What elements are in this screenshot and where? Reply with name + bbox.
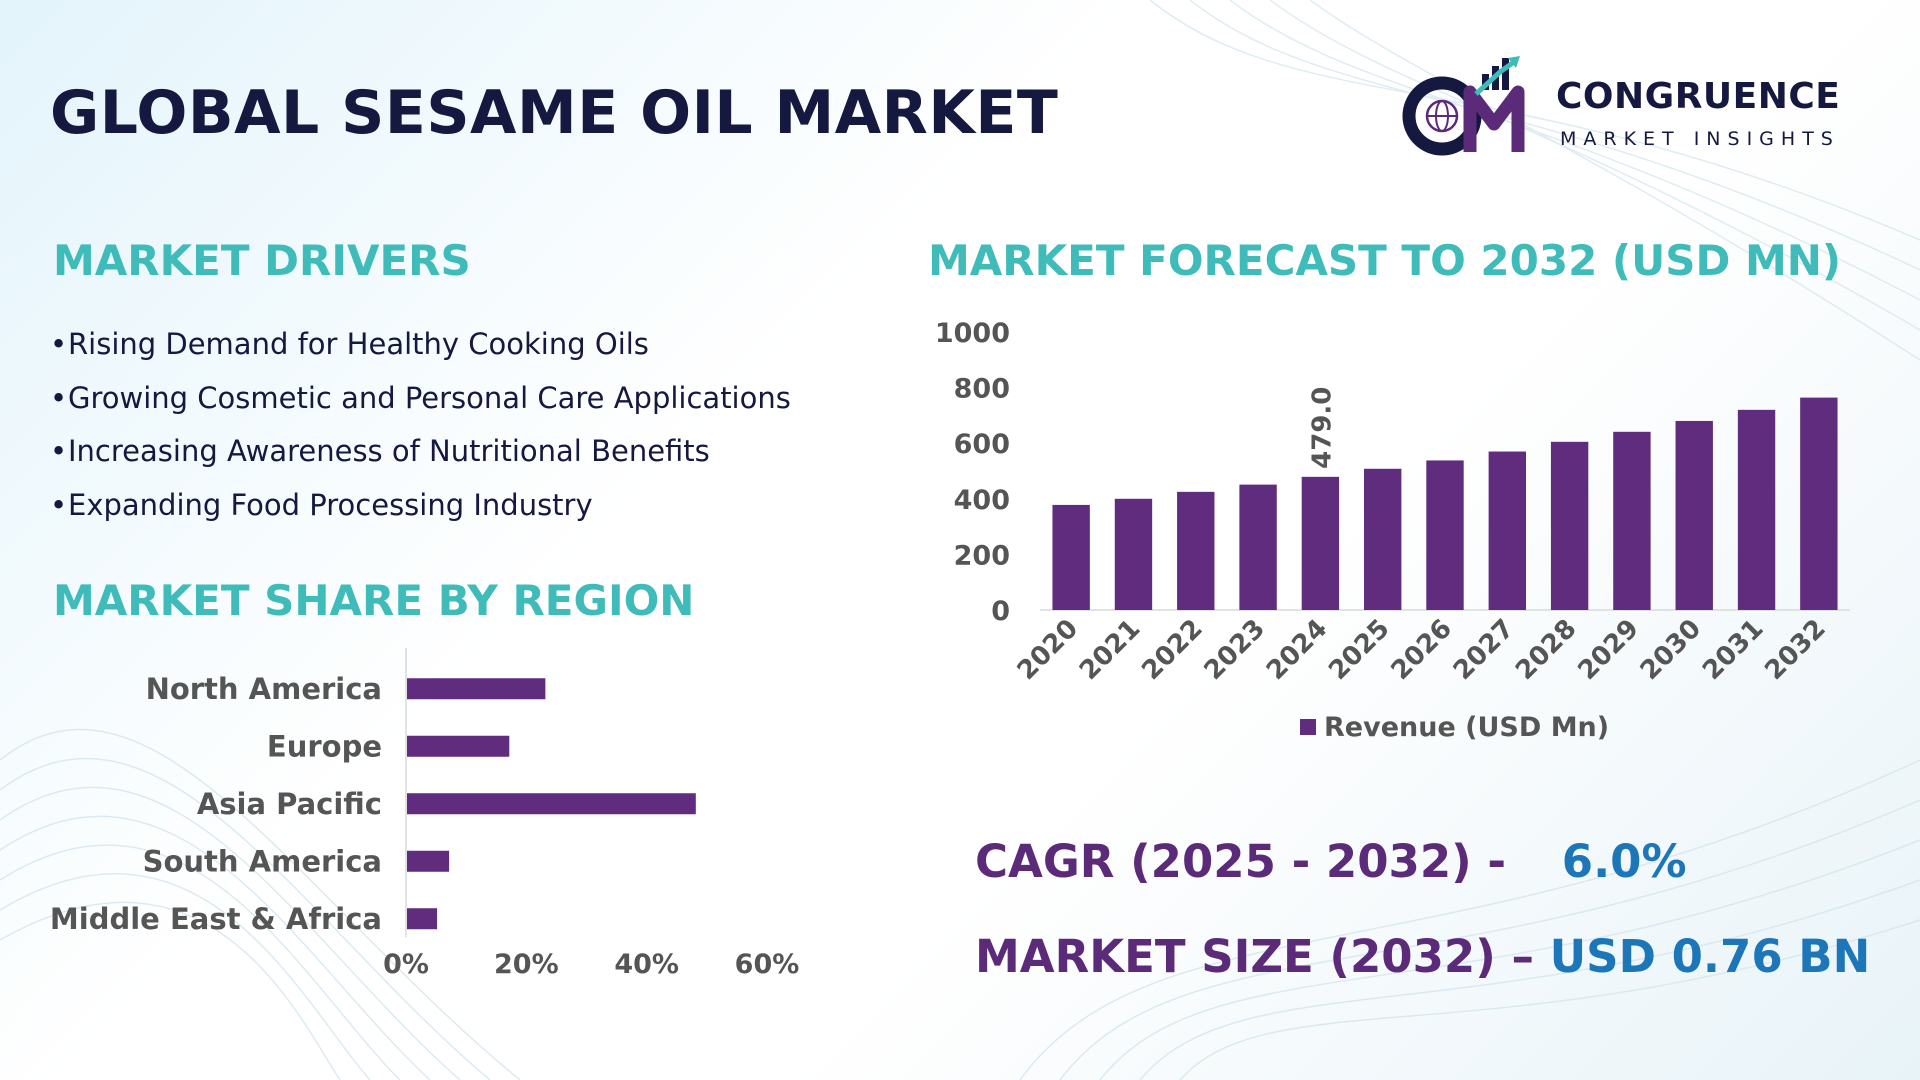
y-tick-label: 0 [991, 596, 1010, 627]
region-title: MARKET SHARE BY REGION [53, 576, 695, 625]
drivers-title: MARKET DRIVERS [53, 236, 471, 285]
forecast-title: MARKET FORECAST TO 2032 (USD MN) [928, 236, 1842, 285]
x-tick-label: 2020 [1012, 614, 1084, 686]
bar-region [407, 793, 696, 815]
x-tick-label: 2028 [1510, 614, 1582, 686]
legend-swatch [1300, 719, 1316, 735]
x-tick-label: 2032 [1759, 614, 1831, 686]
x-tick-label: 2024 [1261, 614, 1333, 686]
cagr-value: 6.0% [1561, 835, 1687, 888]
bar-2029 [1613, 431, 1651, 610]
y-tick-label: 200 [954, 540, 1010, 571]
bar-2028 [1550, 441, 1589, 610]
bar-2031 [1737, 409, 1776, 610]
x-tick-label: 60% [735, 949, 800, 980]
bar-2032 [1800, 397, 1838, 610]
bar-2027 [1488, 451, 1526, 610]
driver-text: Expanding Food Processing Industry [68, 487, 593, 522]
drivers-list: •Rising Demand for Healthy Cooking Oils … [50, 318, 791, 532]
y-tick-label: 600 [954, 429, 1010, 460]
x-tick-label: 2031 [1697, 614, 1769, 686]
x-tick-label: 2026 [1386, 614, 1458, 686]
bar-2030 [1675, 420, 1713, 610]
y-tick-label: 800 [954, 374, 1010, 405]
x-tick-label: 2029 [1572, 614, 1644, 686]
wave-lines-bottom-right [1019, 759, 1920, 1080]
market-size-label: MARKET SIZE (2032) – [975, 930, 1534, 983]
x-tick-label: 20% [494, 949, 559, 980]
x-tick-label: 2027 [1448, 614, 1520, 686]
driver-text: Growing Cosmetic and Personal Care Appli… [68, 380, 791, 415]
y-tick-label: 1000 [935, 318, 1010, 349]
category-label: Middle East & Africa [50, 902, 382, 936]
category-label: South America [143, 844, 382, 878]
data-label: 479.0 [1307, 387, 1337, 469]
bar-2026 [1426, 460, 1464, 610]
list-item: •Expanding Food Processing Industry [50, 479, 791, 533]
logo-mark-icon [1402, 56, 1525, 156]
x-tick-label: 0% [383, 949, 429, 980]
list-item: •Increasing Awareness of Nutritional Ben… [50, 425, 791, 479]
brand-logo: CONGRUENCE MARKET INSIGHTS [1400, 52, 1870, 162]
category-label: Asia Pacific [197, 787, 382, 821]
bullet-icon: • [50, 487, 68, 522]
driver-text: Increasing Awareness of Nutritional Bene… [68, 434, 710, 468]
bar-region [407, 908, 438, 930]
legend-label: Revenue (USD Mn) [1324, 712, 1609, 743]
bar-2021 [1114, 498, 1153, 610]
bar-2020 [1052, 504, 1090, 610]
bar-2024 [1301, 476, 1340, 610]
driver-text: Rising Demand for Healthy Cooking Oils [68, 327, 649, 361]
x-tick-label: 2030 [1635, 614, 1707, 686]
bullet-icon: • [50, 380, 68, 415]
cagr-row: CAGR (2025 - 2032) - 6.0% [975, 835, 1687, 888]
list-item: •Growing Cosmetic and Personal Care Appl… [50, 372, 791, 426]
list-item: •Rising Demand for Healthy Cooking Oils [50, 318, 791, 372]
category-label: North America [146, 672, 382, 706]
bullet-icon: • [50, 327, 68, 361]
bar-2022 [1177, 491, 1215, 610]
logo-name: CONGRUENCE [1556, 76, 1841, 117]
bar-2025 [1364, 468, 1402, 610]
x-tick-label: 2023 [1199, 614, 1271, 686]
bar-2023 [1239, 484, 1277, 610]
category-label: Europe [267, 729, 382, 763]
x-tick-label: 2025 [1323, 614, 1395, 686]
region-share-chart: North America Europe Asia Pacific South Ame… [50, 648, 800, 980]
x-tick-label: 40% [614, 949, 679, 980]
y-tick-label: 400 [954, 485, 1010, 516]
cagr-label: CAGR (2025 - 2032) - [975, 835, 1507, 888]
market-size-value: USD 0.76 BN [1549, 930, 1871, 983]
market-size-row: MARKET SIZE (2032) – USD 0.76 BN [975, 930, 1870, 983]
x-tick-label: 2021 [1074, 614, 1146, 686]
logo-subtitle: MARKET INSIGHTS [1560, 128, 1840, 150]
bar-region [407, 735, 510, 757]
bar-region [407, 678, 546, 700]
bullet-icon: • [50, 434, 68, 468]
x-tick-label: 2022 [1136, 614, 1208, 686]
page-title: GLOBAL SESAME OIL MARKET [50, 78, 1059, 148]
bar-region [407, 850, 450, 872]
